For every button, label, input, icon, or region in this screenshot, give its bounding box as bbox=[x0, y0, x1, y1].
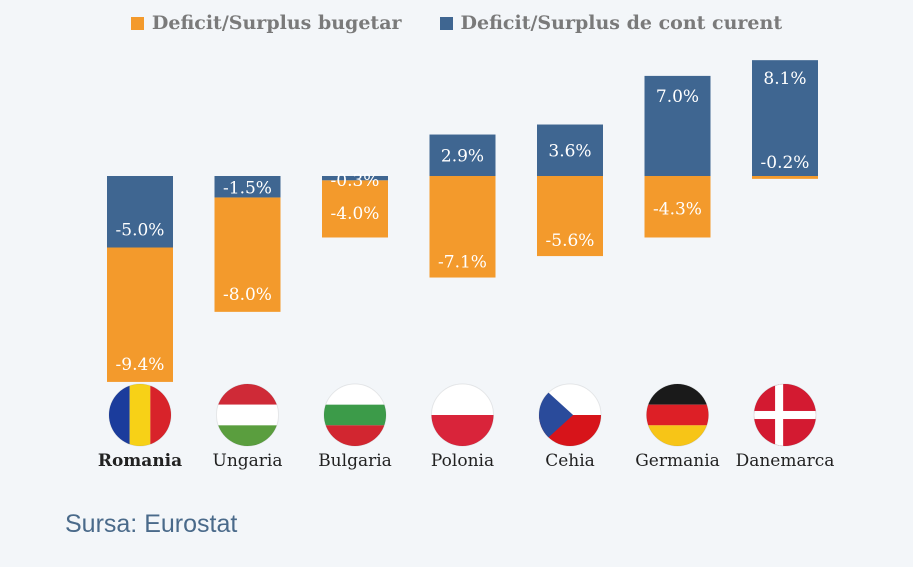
data-label-current-romania: -5.0% bbox=[116, 221, 165, 241]
category-label-germania: Germania bbox=[635, 451, 720, 471]
data-label-budget-bulgaria: -4.0% bbox=[331, 204, 380, 224]
denmark-flag-icon bbox=[754, 384, 816, 446]
denmark-flag-outline bbox=[753, 383, 817, 447]
data-label-budget-danemarca: -0.2% bbox=[761, 153, 810, 173]
legend-swatch-budget bbox=[130, 16, 144, 30]
bar-budget-bulgaria bbox=[322, 180, 388, 238]
germany-flag-outline bbox=[646, 383, 709, 447]
poland-flag-outline bbox=[431, 383, 494, 447]
category-label-danemarca: Danemarca bbox=[736, 451, 835, 471]
bar-budget-ungaria bbox=[214, 197, 281, 312]
data-label-current-danemarca: 8.1% bbox=[763, 69, 806, 89]
data-label-current-ungaria: -1.5% bbox=[223, 179, 272, 199]
bar-current-polonia bbox=[429, 134, 496, 176]
bar-current-bulgaria bbox=[322, 176, 388, 181]
bar-current-cehia bbox=[537, 124, 603, 176]
bar-current-germania bbox=[644, 75, 711, 176]
hungary-flag-outline bbox=[216, 383, 279, 447]
category-label-romania: Romania bbox=[98, 451, 182, 471]
romania-flag-icon bbox=[109, 384, 171, 446]
hungary-flag-icon bbox=[216, 384, 279, 446]
legend-label-budget: Deficit/Surplus bugetar bbox=[151, 12, 402, 34]
germany-flag-icon bbox=[646, 384, 709, 446]
bar-budget-cehia bbox=[537, 176, 603, 257]
bar-budget-germania bbox=[644, 176, 711, 238]
category-label-bulgaria: Bulgaria bbox=[318, 451, 392, 471]
bar-budget-polonia bbox=[429, 176, 496, 278]
category-label-cehia: Cehia bbox=[545, 451, 595, 471]
bar-budget-danemarca bbox=[752, 176, 818, 179]
bar-current-ungaria bbox=[214, 176, 281, 198]
category-label-polonia: Polonia bbox=[431, 451, 494, 471]
data-label-current-bulgaria: -0.3% bbox=[331, 171, 380, 191]
bar-current-romania bbox=[107, 176, 173, 248]
bulgaria-flag-icon bbox=[324, 384, 386, 446]
bulgaria-flag-outline bbox=[323, 383, 387, 447]
legend-swatch-current bbox=[439, 16, 453, 30]
bar-current-danemarca bbox=[752, 60, 818, 176]
source-note: Sursa: Eurostat bbox=[65, 510, 238, 538]
legend: Deficit/Surplus bugetar Deficit/Surplus … bbox=[0, 12, 913, 34]
czechia-flag-outline bbox=[538, 383, 602, 447]
data-label-budget-germania: -4.3% bbox=[653, 200, 702, 220]
legend-item-budget: Deficit/Surplus bugetar bbox=[130, 12, 402, 34]
category-label-ungaria: Ungaria bbox=[213, 451, 283, 471]
data-label-budget-polonia: -7.1% bbox=[438, 253, 487, 273]
data-label-budget-romania: -9.4% bbox=[116, 355, 165, 375]
romania-flag-outline bbox=[108, 383, 172, 447]
bar-budget-romania bbox=[107, 247, 173, 382]
data-label-budget-cehia: -5.6% bbox=[546, 231, 595, 251]
data-label-current-cehia: 3.6% bbox=[548, 141, 591, 161]
legend-label-current: Deficit/Surplus de cont curent bbox=[460, 12, 783, 34]
data-label-budget-ungaria: -8.0% bbox=[223, 285, 272, 305]
data-label-current-polonia: 2.9% bbox=[441, 146, 484, 166]
data-label-current-germania: 7.0% bbox=[656, 87, 699, 107]
legend-item-current: Deficit/Surplus de cont curent bbox=[439, 12, 783, 34]
